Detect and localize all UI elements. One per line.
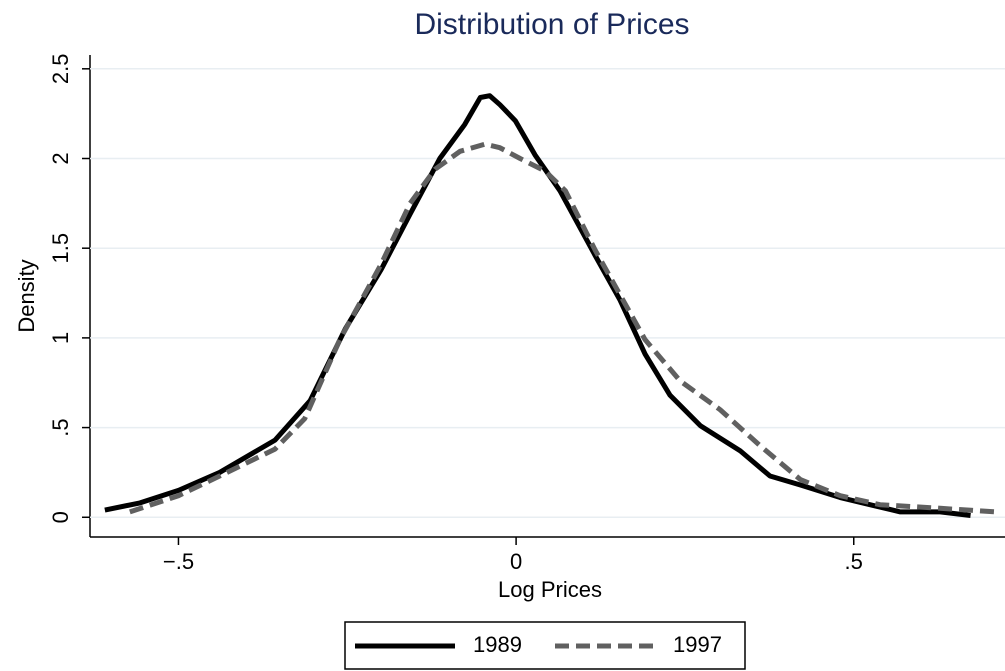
data-line xyxy=(104,93,971,518)
legend-label: 1989 xyxy=(473,632,522,657)
y-axis-label: Density xyxy=(14,259,39,332)
y-tick-label: .5 xyxy=(48,418,73,436)
x-tick-label: −.5 xyxy=(163,549,194,574)
y-tick-label: 0 xyxy=(48,511,73,523)
x-tick-label: .5 xyxy=(845,549,863,574)
data-line xyxy=(129,141,996,515)
x-tick-label: 0 xyxy=(510,549,522,574)
y-tick-label: 1 xyxy=(48,332,73,344)
legend-label: 1997 xyxy=(673,632,722,657)
y-tick-label: 2 xyxy=(48,152,73,164)
x-axis-label: Log Prices xyxy=(498,577,602,602)
y-tick-label: 2.5 xyxy=(48,54,73,85)
legend-box xyxy=(344,621,746,670)
y-tick-label: 1.5 xyxy=(48,233,73,264)
chart-title: Distribution of Prices xyxy=(414,8,689,41)
